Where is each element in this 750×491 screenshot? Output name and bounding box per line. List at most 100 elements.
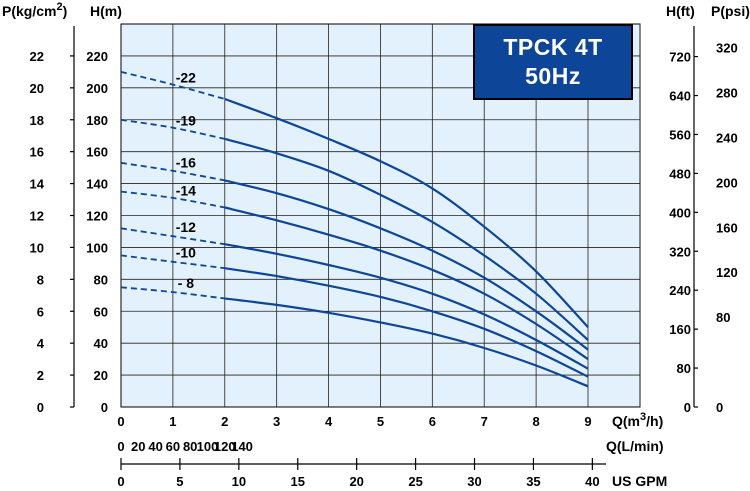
x-tick-label-q-m3h: 7 bbox=[481, 414, 488, 429]
chart-title-box: TPCK 4T 50Hz bbox=[473, 24, 633, 100]
curve-solid-1 bbox=[224, 137, 589, 341]
curve-dashed-1 bbox=[120, 118, 225, 140]
y-tick-label-h-m: 160 bbox=[86, 145, 108, 160]
y-tick-label-p-psi: 160 bbox=[716, 220, 738, 235]
y-tick-label-h-m: 220 bbox=[86, 49, 108, 64]
curve-dashed-6 bbox=[120, 286, 225, 300]
y-tick-label-p-psi: 320 bbox=[716, 41, 738, 56]
y-tick-label-p-kg: 4 bbox=[37, 336, 45, 351]
x-axis-label-q-lmin: Q(L/min) bbox=[606, 438, 664, 454]
y-tick-label-h-ft: 0 bbox=[684, 400, 691, 415]
curve-label: -12 bbox=[176, 219, 196, 235]
y-tick-label-h-ft: 560 bbox=[669, 127, 691, 142]
y-tick-label-h-m: 140 bbox=[86, 177, 108, 192]
curve-solid-3 bbox=[224, 206, 589, 361]
x-tick-label-q-m3h: 1 bbox=[169, 414, 176, 429]
curve-label: -14 bbox=[176, 182, 196, 198]
curve-solid-6 bbox=[224, 297, 589, 388]
y-tick-label-h-ft: 480 bbox=[669, 166, 691, 181]
y-tick-label-h-m: 60 bbox=[94, 304, 108, 319]
y-tick-label-h-m: 100 bbox=[86, 240, 108, 255]
curve-dashed-5 bbox=[120, 254, 225, 270]
y-tick-label-p-kg: 14 bbox=[30, 177, 45, 192]
x-axis-label-q-m3h: Q(m3/h) bbox=[612, 411, 663, 429]
x-tick-label-gpm: 40 bbox=[585, 474, 599, 489]
curve-label: -19 bbox=[176, 113, 196, 129]
y-tick-label-p-psi: 200 bbox=[716, 175, 738, 190]
x-tick-label-gpm: 20 bbox=[349, 474, 363, 489]
y-tick-label-p-kg: 0 bbox=[37, 400, 44, 415]
curve-label: - 8 bbox=[178, 275, 195, 291]
curves: -22 -19 -16 -14 -12 -10 - 8 bbox=[120, 70, 589, 388]
y-tick-label-h-ft: 240 bbox=[669, 283, 691, 298]
y-tick-label-p-kg: 2 bbox=[37, 368, 44, 383]
curve-solid-2 bbox=[224, 179, 589, 351]
y-tick-label-p-psi: 120 bbox=[716, 265, 738, 280]
x-tick-label-q-lmin: 140 bbox=[231, 439, 253, 454]
y-axis-label-p-psi: P(psi) bbox=[711, 3, 750, 19]
curve-label: -16 bbox=[176, 155, 196, 171]
y-tick-label-h-m: 180 bbox=[86, 113, 108, 128]
y-axis-label-h-m: H(m) bbox=[90, 3, 122, 19]
x-tick-label-q-m3h: 8 bbox=[532, 414, 539, 429]
x-tick-label-q-m3h: 2 bbox=[221, 414, 228, 429]
y-axis-label-h-ft: H(ft) bbox=[666, 3, 695, 19]
curve-solid-5 bbox=[224, 267, 589, 378]
x-tick-label-q-lmin: 0 bbox=[117, 439, 124, 454]
y-tick-label-p-kg: 6 bbox=[37, 304, 44, 319]
y-tick-label-p-kg: 12 bbox=[30, 209, 44, 224]
y-tick-label-p-kg: 10 bbox=[30, 240, 44, 255]
y-tick-label-h-m: 120 bbox=[86, 209, 108, 224]
y-tick-label-p-kg: 16 bbox=[30, 145, 44, 160]
y-tick-label-h-ft: 320 bbox=[669, 244, 691, 259]
y-tick-label-p-psi: 0 bbox=[716, 400, 723, 415]
y-tick-label-h-m: 80 bbox=[94, 272, 108, 287]
y-tick-label-p-kg: 20 bbox=[30, 81, 44, 96]
x-tick-label-q-lmin: 120 bbox=[214, 439, 236, 454]
x-tick-label-gpm: 25 bbox=[408, 474, 422, 489]
x-tick-label-q-m3h: 9 bbox=[584, 414, 591, 429]
x-tick-label-q-m3h: 0 bbox=[117, 414, 124, 429]
y-tick-label-h-m: 200 bbox=[86, 81, 108, 96]
x-tick-label-q-m3h: 6 bbox=[429, 414, 436, 429]
y-tick-label-h-ft: 640 bbox=[669, 89, 691, 104]
curve-label: -22 bbox=[176, 70, 196, 86]
y-tick-label-p-kg: 18 bbox=[30, 113, 44, 128]
y-tick-label-p-kg: 8 bbox=[37, 272, 44, 287]
chart-subtitle: 50Hz bbox=[525, 63, 581, 89]
x-tick-label-q-lmin: 60 bbox=[166, 439, 180, 454]
y-tick-label-h-ft: 720 bbox=[669, 50, 691, 65]
y-tick-label-h-m: 0 bbox=[101, 400, 108, 415]
y-axis-label-p-kg: P(kg/cm2) bbox=[2, 1, 67, 19]
y-tick-label-h-ft: 80 bbox=[677, 361, 691, 376]
x-tick-label-gpm: 30 bbox=[467, 474, 481, 489]
x-tick-label-gpm: 35 bbox=[526, 474, 540, 489]
y-tick-label-h-ft: 400 bbox=[669, 205, 691, 220]
x-tick-label-gpm: 10 bbox=[232, 474, 246, 489]
x-tick-label-q-lmin: 40 bbox=[148, 439, 162, 454]
x-tick-label-gpm: 0 bbox=[117, 474, 124, 489]
curve-solid-4 bbox=[224, 243, 589, 370]
curve-dashed-4 bbox=[120, 227, 225, 246]
chart-title: TPCK 4T bbox=[503, 34, 603, 60]
y-tick-label-p-psi: 80 bbox=[716, 310, 730, 325]
curve-label: -10 bbox=[176, 244, 196, 260]
y-tick-label-p-psi: 280 bbox=[716, 86, 738, 101]
y-tick-label-p-kg: 22 bbox=[30, 49, 44, 64]
x-tick-label-q-m3h: 5 bbox=[377, 414, 384, 429]
y-tick-label-h-m: 20 bbox=[94, 368, 108, 383]
curve-solid-0 bbox=[224, 97, 589, 328]
y-tick-label-p-psi: 240 bbox=[716, 130, 738, 145]
curve-dashed-2 bbox=[120, 161, 225, 182]
x-axis-label-gpm: US GPM bbox=[612, 473, 667, 489]
x-tick-label-gpm: 15 bbox=[291, 474, 305, 489]
y-tick-label-h-m: 40 bbox=[94, 336, 108, 351]
curve-dashed-0 bbox=[120, 71, 226, 100]
x-tick-label-q-m3h: 4 bbox=[325, 414, 333, 429]
x-tick-label-gpm: 5 bbox=[176, 474, 183, 489]
curve-dashed-3 bbox=[120, 190, 225, 209]
x-tick-label-q-m3h: 3 bbox=[273, 414, 280, 429]
x-tick-label-q-lmin: 20 bbox=[131, 439, 145, 454]
